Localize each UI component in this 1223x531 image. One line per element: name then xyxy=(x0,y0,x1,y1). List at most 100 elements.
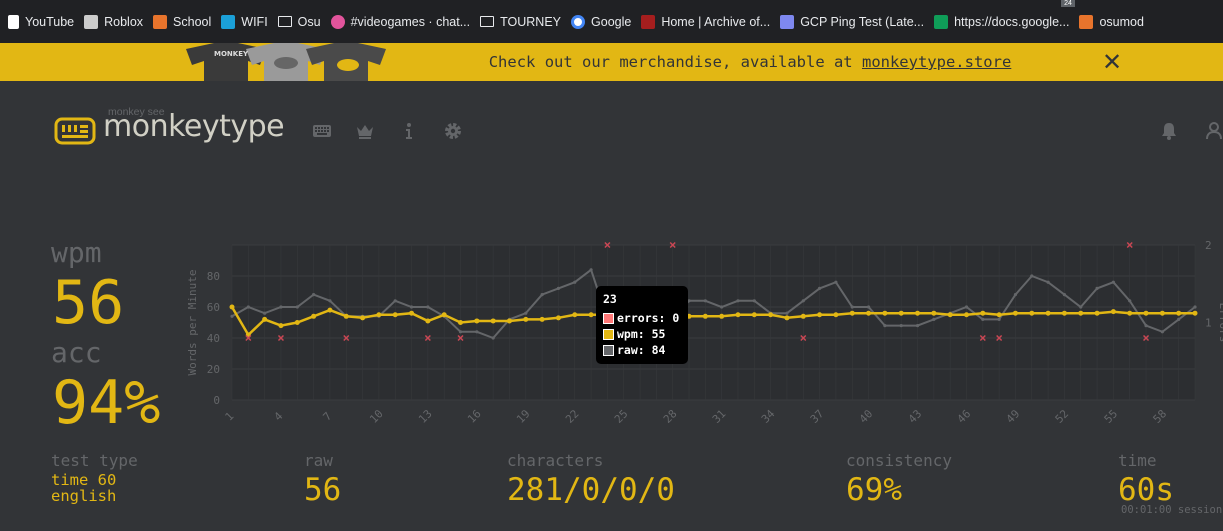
error-point xyxy=(1126,241,1133,249)
bookmark-label: TOURNEY xyxy=(500,14,562,29)
store-link[interactable]: monkeytype.store xyxy=(861,53,1012,71)
x-tick-label: 52 xyxy=(1053,407,1072,426)
wpm-point xyxy=(441,312,447,318)
characters-value: 281/0/0/0 xyxy=(507,472,675,508)
bookmark-item[interactable]: Osu xyxy=(274,8,327,36)
x-tick-label: 34 xyxy=(759,407,778,426)
y2-axis-title: Errors xyxy=(1217,303,1223,343)
wpm-value: 56 xyxy=(52,268,125,338)
wpm-point xyxy=(833,312,839,318)
wpm-point xyxy=(506,318,512,324)
notifications-bell-icon[interactable] xyxy=(1160,121,1178,141)
roblox-icon xyxy=(84,14,99,29)
error-point xyxy=(604,241,611,249)
x-tick-label: 22 xyxy=(563,407,582,426)
wpm-point xyxy=(784,315,790,321)
info-icon[interactable] xyxy=(399,121,419,141)
raw-point xyxy=(312,293,316,297)
folder-icon xyxy=(480,16,495,27)
error-point xyxy=(277,334,284,342)
logo-title[interactable]: monkeytype xyxy=(103,109,285,144)
wpm-point xyxy=(931,310,937,316)
time-value: 60s xyxy=(1118,472,1174,508)
x-tick-label: 55 xyxy=(1102,407,1121,426)
y2-tick-label: 1 xyxy=(1205,317,1212,330)
x-tick-label: 1 xyxy=(223,410,237,424)
test-type-mode[interactable]: time 60 xyxy=(51,471,117,489)
tooltip-row-wpm: wpm: 55 xyxy=(603,326,688,342)
x-tick-label: 10 xyxy=(367,407,386,426)
raw-point xyxy=(866,305,871,309)
x-tick-label: 16 xyxy=(465,407,484,426)
bookmark-item[interactable]: YouTube xyxy=(4,8,80,36)
raw-point xyxy=(573,280,577,284)
bookmark-item[interactable]: School xyxy=(149,8,217,36)
bookmark-item[interactable]: TOURNEY xyxy=(476,8,567,36)
test-type-language[interactable]: english xyxy=(51,487,117,505)
wpm-point xyxy=(963,312,969,318)
raw-point xyxy=(1177,317,1181,321)
bookmark-label: WIFI xyxy=(241,14,268,29)
raw-point xyxy=(1111,280,1115,284)
error-point xyxy=(800,334,807,342)
settings-gear-icon[interactable] xyxy=(443,121,463,141)
raw-point xyxy=(1095,286,1099,290)
bookmark-item[interactable]: https://docs.google... xyxy=(930,8,1075,36)
bookmark-item[interactable]: #videogames · chat... xyxy=(327,8,477,36)
raw-point xyxy=(328,299,332,303)
bookmark-label: Google xyxy=(591,14,632,29)
bookmark-item[interactable]: Google xyxy=(567,8,637,36)
accuracy-label: acc xyxy=(51,336,102,369)
bookmark-item[interactable]: Roblox xyxy=(80,8,149,36)
bookmark-label: Roblox xyxy=(104,14,144,29)
raw-point xyxy=(491,336,495,340)
x-tick-label: 13 xyxy=(416,407,435,426)
x-tick-label: 46 xyxy=(955,407,974,426)
keyboard-logo-icon[interactable] xyxy=(54,117,96,145)
close-banner-button[interactable]: ✕ xyxy=(1101,48,1123,76)
crown-icon[interactable] xyxy=(355,121,375,141)
raw-point xyxy=(834,280,838,284)
raw-point xyxy=(1079,305,1083,309)
bookmark-item[interactable]: WIFI xyxy=(217,8,273,36)
wpm-point xyxy=(1094,310,1100,316)
sheets-icon xyxy=(934,14,949,29)
plot-area xyxy=(232,245,1195,400)
tab-count-badge: 24 xyxy=(1061,0,1075,7)
wpm-label: wpm xyxy=(51,236,102,269)
wpm-point xyxy=(376,312,382,318)
raw-point xyxy=(246,305,250,309)
wpm-point xyxy=(947,312,953,318)
bookmark-item[interactable]: GCP Ping Test (Late... xyxy=(776,8,930,36)
error-point xyxy=(996,334,1003,342)
raw-value: 56 xyxy=(304,472,342,508)
wpm-point xyxy=(278,323,284,329)
keyboard-icon[interactable] xyxy=(312,121,332,141)
banner-text: Check out our merchandise, available at xyxy=(488,53,862,71)
raw-point xyxy=(981,317,985,321)
gcp-icon xyxy=(780,14,795,29)
svg-text:MONKEY: MONKEY xyxy=(214,50,249,58)
bookmark-item[interactable]: Home | Archive of... xyxy=(637,8,776,36)
raw-point xyxy=(475,330,479,334)
account-icon[interactable] xyxy=(1205,121,1223,141)
wpm-point xyxy=(458,320,464,325)
raw-point xyxy=(736,299,740,303)
wpm-point xyxy=(768,312,774,318)
error-point xyxy=(424,334,431,342)
bookmark-label: YouTube xyxy=(25,14,75,29)
wpm-point xyxy=(409,310,415,316)
raw-point xyxy=(409,305,414,309)
errors-swatch xyxy=(603,312,614,324)
raw-point xyxy=(703,299,707,303)
wpm-point xyxy=(474,318,480,324)
x-tick-label: 58 xyxy=(1151,407,1170,426)
raw-point xyxy=(1144,324,1148,328)
x-tick-label: 4 xyxy=(272,409,286,423)
bookmark-item[interactable]: osumod xyxy=(1075,8,1149,36)
y-axis-title: Words per Minute xyxy=(186,270,199,376)
wpm-point xyxy=(1127,310,1133,316)
wpm-point xyxy=(702,313,708,319)
raw-swatch xyxy=(603,344,614,356)
wpm-series-line xyxy=(230,306,1195,337)
